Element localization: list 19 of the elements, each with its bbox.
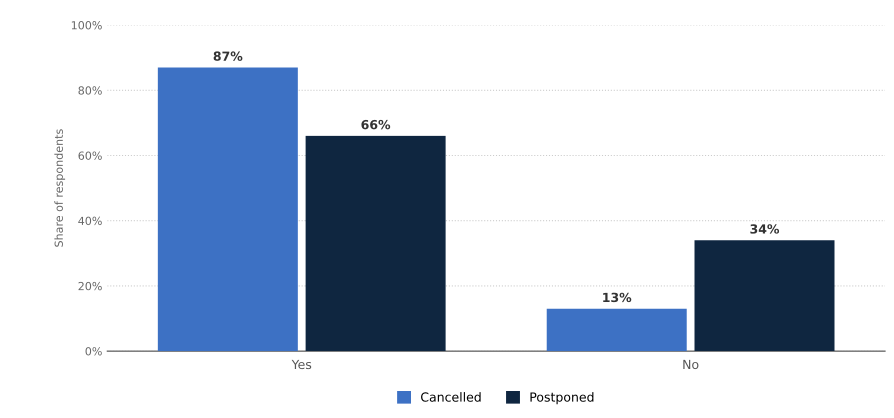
y-tick-label: 60% [78, 151, 102, 160]
legend-label: Postponed [530, 392, 594, 404]
bar [158, 67, 298, 352]
bar [546, 308, 687, 352]
y-tick-label: 20% [78, 282, 102, 290]
data-label: 13% [603, 292, 632, 302]
bar [694, 240, 835, 352]
data-label: 34% [750, 224, 780, 234]
legend-label: Cancelled [421, 392, 481, 402]
y-tick-label: 80% [78, 86, 102, 95]
y-tick-label: 40% [78, 216, 102, 226]
bar [306, 136, 446, 352]
x-tick-label: Yes [292, 360, 312, 370]
y-axis-title: Share of respondents [54, 129, 66, 247]
y-tick-label: 0% [86, 347, 102, 356]
y-tick-label: 100% [72, 21, 102, 30]
data-label: 66% [361, 120, 390, 130]
x-tick-label: No [683, 360, 698, 370]
data-label: 87% [214, 51, 242, 61]
